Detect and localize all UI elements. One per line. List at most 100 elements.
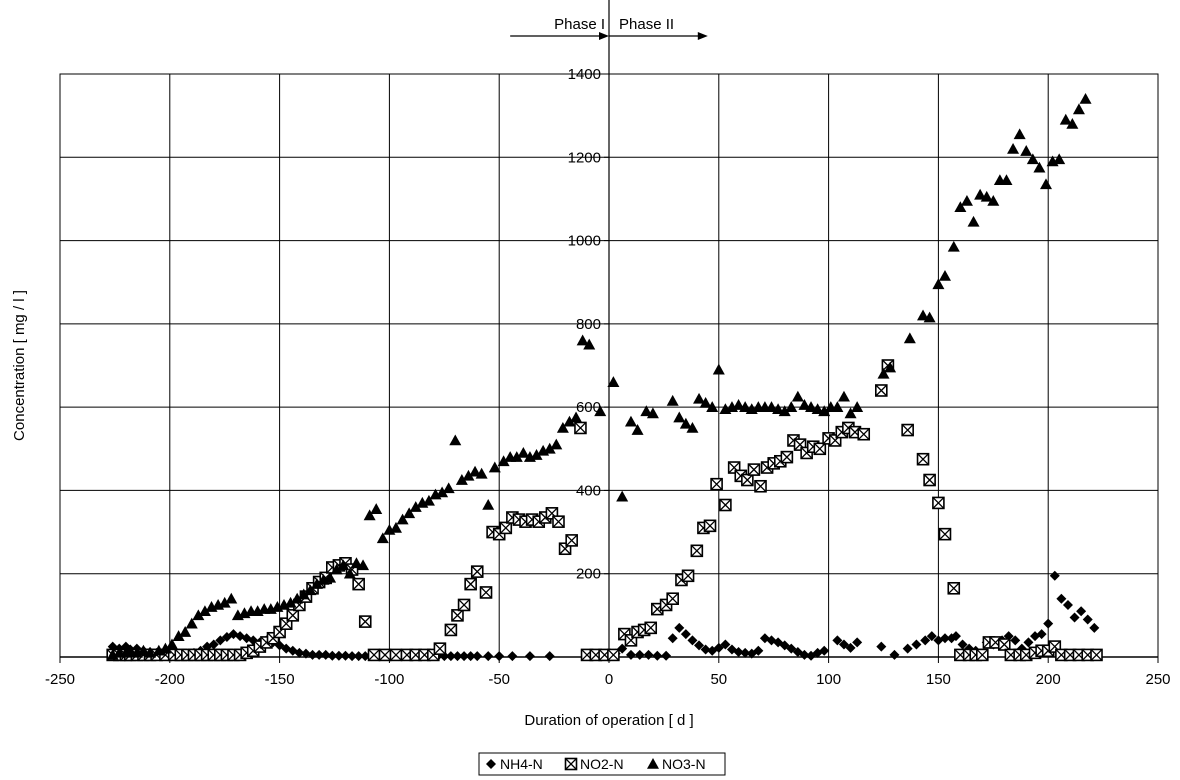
data-point (565, 534, 578, 547)
data-point (1059, 113, 1072, 125)
data-point (1000, 174, 1013, 185)
data-point (225, 592, 238, 604)
data-point (902, 643, 913, 654)
data-point (700, 644, 711, 655)
legend-box (478, 752, 726, 776)
data-point (813, 442, 827, 456)
data-point (780, 450, 794, 464)
data-point (159, 642, 172, 654)
data-point (286, 609, 300, 622)
y-tick-label: 1400 (568, 66, 601, 83)
data-point (1040, 178, 1053, 190)
data-point (445, 651, 456, 662)
x-tick-label: 0 (605, 671, 613, 688)
data-point (923, 473, 936, 487)
data-point (712, 363, 725, 375)
data-point (926, 631, 937, 642)
legend-marker (647, 758, 659, 769)
data-point (594, 405, 607, 417)
y-tick-label: 1000 (568, 233, 601, 250)
data-point (1020, 145, 1033, 156)
data-point (799, 649, 810, 660)
data-point (465, 651, 476, 662)
data-point (124, 644, 137, 656)
data-point (818, 405, 831, 417)
data-point (680, 629, 691, 640)
x-tick-label: 50 (710, 671, 727, 688)
data-point (494, 651, 505, 662)
data-point (699, 396, 712, 408)
data-point (646, 407, 659, 419)
data-point (403, 507, 416, 519)
data-point (857, 427, 871, 441)
data-point (409, 501, 422, 512)
data-point (876, 641, 887, 652)
data-point (920, 635, 931, 646)
data-point (917, 309, 930, 321)
data-point (1033, 161, 1046, 173)
data-point (706, 401, 719, 412)
axes: -250 -200 -150 -100 -50 0 50 100 150 200 250 200 400… (45, 0, 1171, 688)
series-no3-n (106, 92, 1092, 660)
x-tick-label: 150 (926, 671, 951, 688)
data-point (666, 394, 679, 406)
data-point (517, 446, 530, 458)
data-point (733, 647, 744, 658)
data-point (472, 651, 483, 662)
data-point (844, 407, 857, 419)
data-points (106, 92, 1103, 662)
data-point (739, 401, 752, 412)
data-point (333, 650, 344, 661)
data-point (1076, 606, 1087, 617)
data-point (987, 195, 1000, 206)
data-point (703, 519, 717, 533)
data-point (719, 498, 732, 512)
data-point (552, 515, 565, 528)
data-point (754, 479, 767, 493)
data-point (980, 190, 993, 202)
legend-label: NH4-N (500, 756, 543, 772)
data-point (352, 577, 365, 591)
data-point (884, 361, 897, 373)
data-point (455, 474, 468, 485)
data-point (324, 571, 337, 583)
data-point (550, 438, 563, 450)
data-point (1090, 648, 1103, 662)
data-point (947, 240, 960, 252)
data-point (310, 578, 323, 589)
x-tick-label: 100 (816, 671, 841, 688)
data-point (340, 650, 351, 661)
data-point (422, 494, 435, 506)
data-point (294, 647, 305, 658)
data-point (583, 338, 596, 350)
x-tick-label: -100 (374, 671, 404, 688)
data-point (300, 648, 311, 659)
data-point (666, 592, 679, 606)
data-point (510, 451, 523, 462)
data-point (452, 651, 463, 662)
data-point (347, 651, 358, 662)
data-point (524, 651, 535, 662)
data-point (1053, 153, 1066, 165)
data-point (464, 577, 477, 591)
data-point (741, 473, 754, 487)
data-point (687, 635, 698, 646)
data-point (950, 631, 961, 642)
data-point (916, 452, 930, 466)
data-point (1026, 153, 1039, 165)
data-point (1072, 103, 1085, 115)
data-point (1043, 618, 1054, 629)
data-point (469, 465, 482, 477)
data-point (192, 609, 205, 621)
data-point (791, 390, 804, 402)
data-point (624, 415, 637, 427)
data-point (1056, 593, 1067, 604)
data-point (297, 588, 310, 600)
data-point (932, 496, 945, 510)
data-point (208, 639, 219, 650)
data-point (976, 648, 989, 662)
data-point (475, 467, 488, 479)
data-point (710, 477, 723, 491)
data-point (179, 626, 192, 637)
data-point (1007, 142, 1020, 154)
